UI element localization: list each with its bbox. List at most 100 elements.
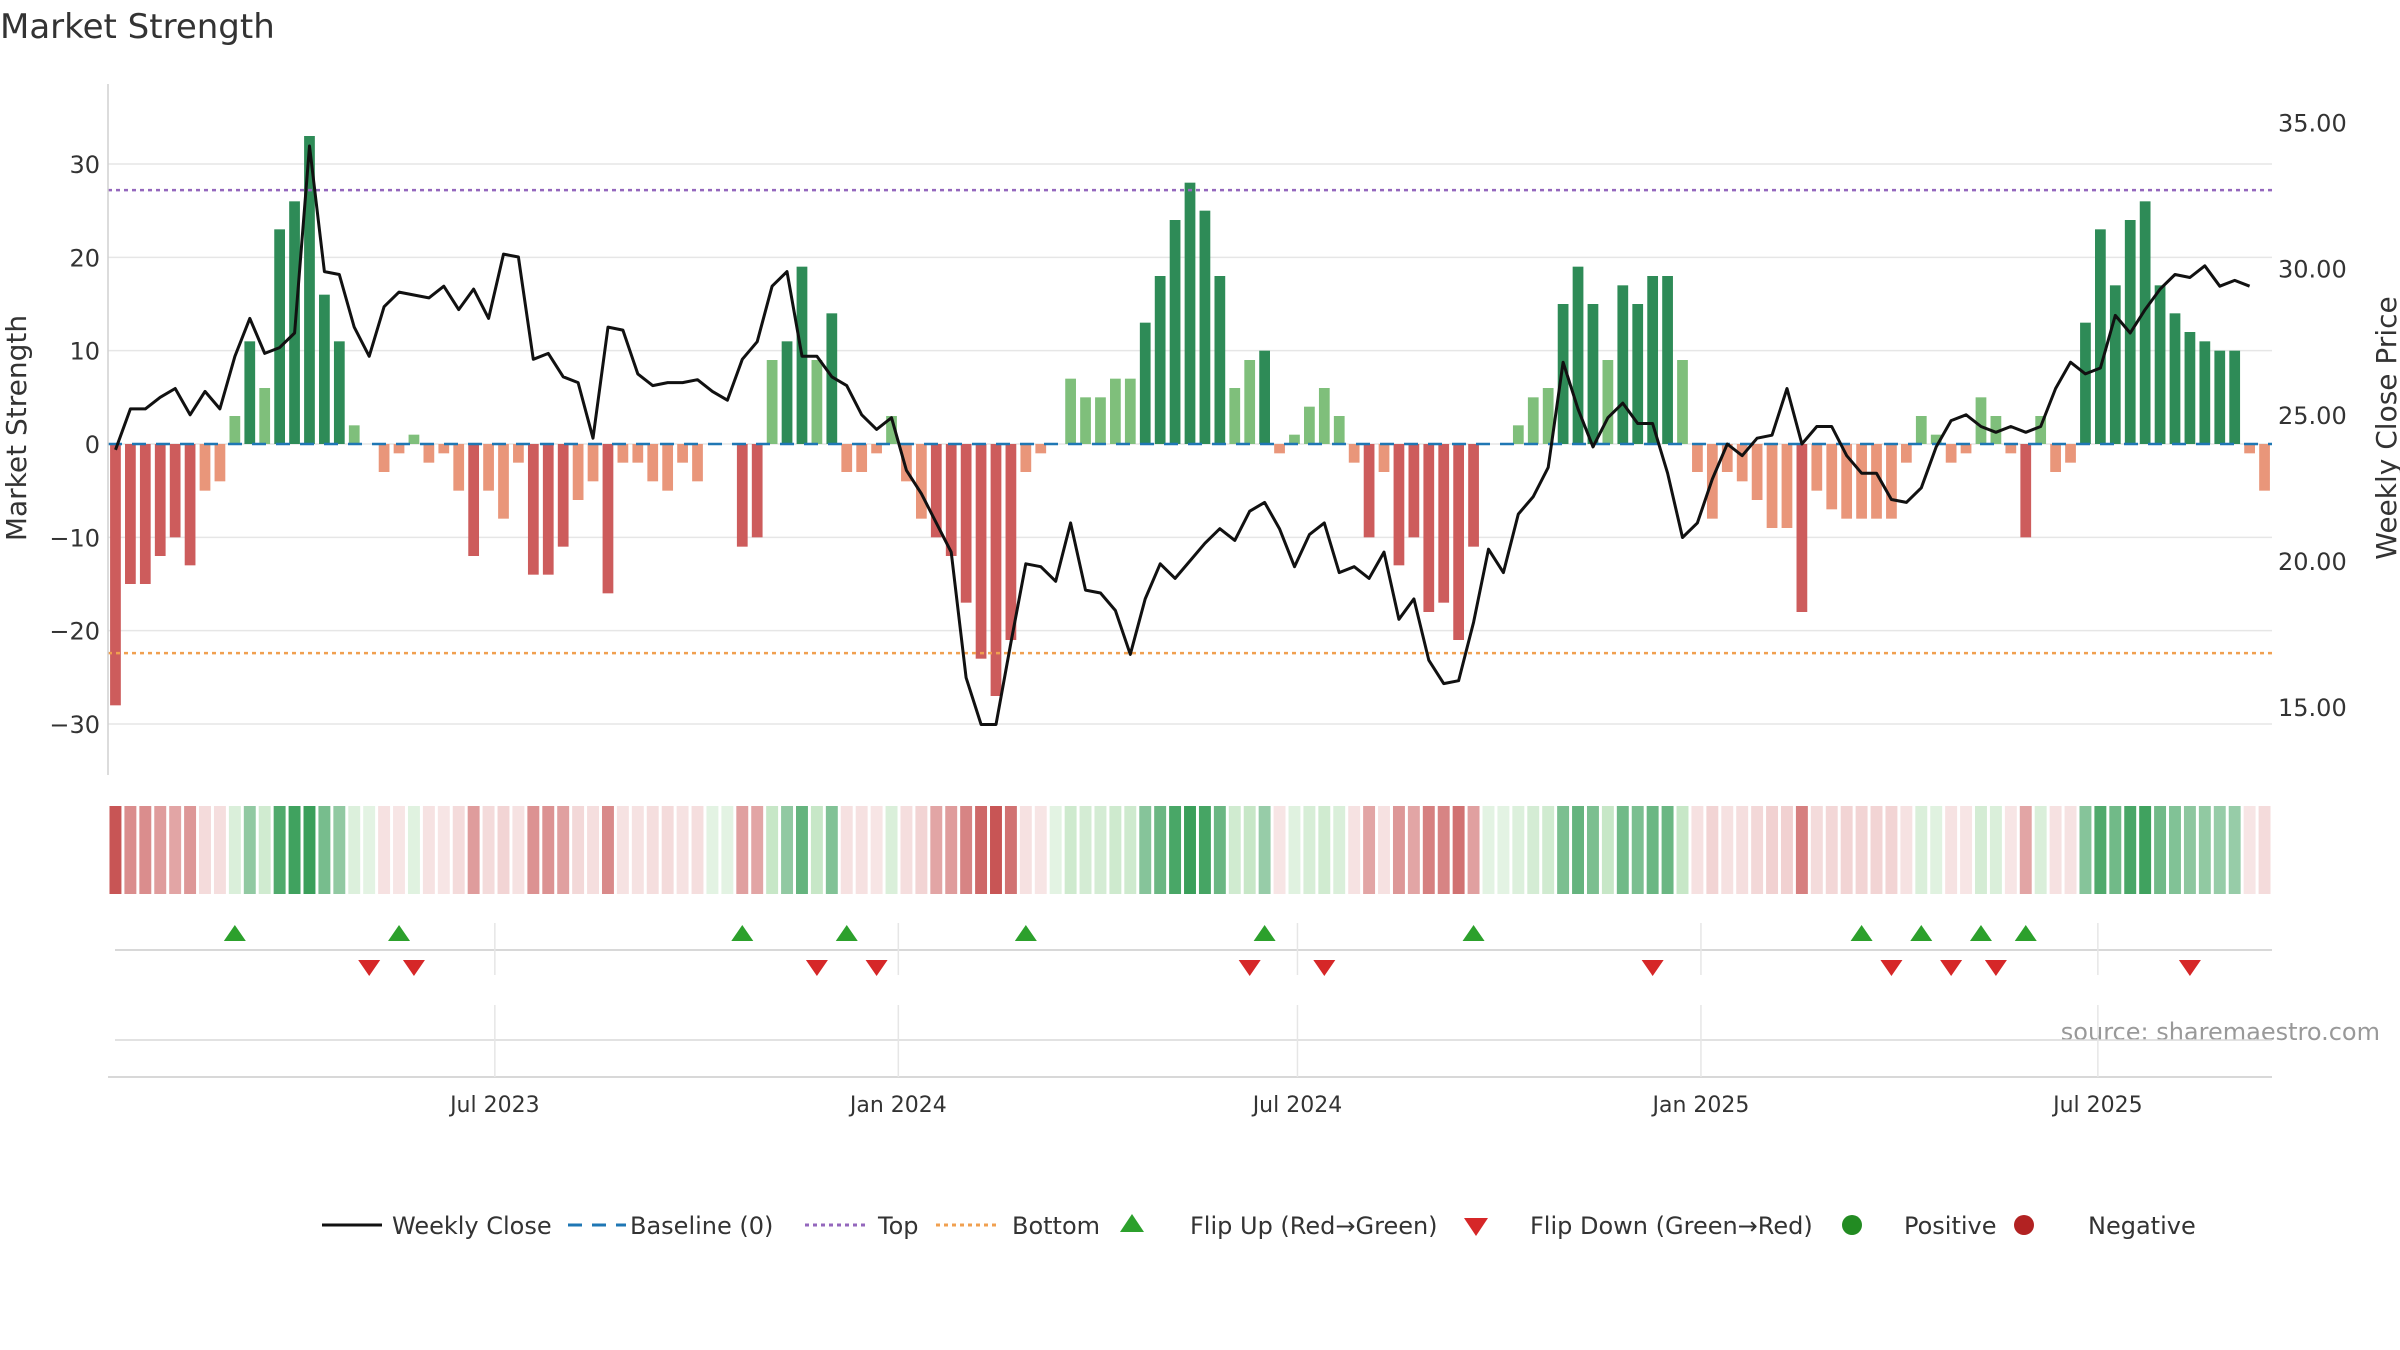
strength-bar	[1527, 397, 1539, 444]
strength-strip-cell	[990, 806, 1002, 894]
strength-strip-cell	[1198, 806, 1211, 894]
strength-heat-strip	[109, 806, 2271, 894]
flip-up-triangle	[388, 925, 411, 941]
strength-strip-cell	[930, 806, 943, 894]
strength-bar	[602, 444, 614, 594]
chart-legend: Weekly Close Baseline (0) Top Bottom Flip Up…	[322, 1212, 2196, 1240]
strength-bar	[1915, 416, 1927, 444]
strength-strip-cell	[900, 806, 913, 894]
strength-strip-cell	[587, 806, 600, 894]
strength-strip-cell	[542, 806, 555, 894]
strength-strip-cell	[1930, 806, 1943, 894]
strength-bar	[333, 341, 345, 444]
strength-strip-cell	[1303, 806, 1316, 894]
flip-down-triangle	[1238, 960, 1261, 976]
strength-strip-cell	[2183, 806, 2196, 894]
strength-bar	[1512, 425, 1524, 444]
strength-strip-cell	[2169, 806, 2181, 894]
strength-strip-cell	[303, 806, 316, 894]
strength-strip-cell	[333, 806, 346, 894]
strength-strip-cell	[1273, 806, 1286, 894]
strength-strip-cell	[228, 806, 241, 894]
flip-down-triangle	[1641, 960, 1664, 976]
strength-bar	[856, 444, 868, 472]
flip-down-triangle	[1880, 960, 1903, 976]
strength-strip-cell	[1258, 806, 1271, 894]
strength-strip-cell	[1124, 806, 1137, 894]
strength-bar	[1199, 210, 1211, 444]
strength-bar	[1736, 444, 1748, 482]
legend-item: Flip Down (Green→Red)	[1464, 1212, 1813, 1240]
legend-label: Weekly Close	[392, 1212, 552, 1240]
flip-down-triangle	[1313, 960, 1336, 976]
strength-strip-cell	[184, 806, 197, 894]
strength-bar	[1856, 444, 1867, 519]
strength-strip-cell	[1378, 806, 1390, 894]
strength-strip-cell	[2198, 806, 2211, 894]
strength-strip-cell	[199, 806, 211, 894]
y2-tick-label: 30.00	[2278, 256, 2347, 284]
strength-bar	[886, 416, 897, 444]
strength-bar	[1035, 444, 1047, 454]
legend-item: Bottom	[936, 1212, 1100, 1240]
strength-strip-cell	[1079, 806, 1092, 894]
strength-strip-cell	[1333, 806, 1346, 894]
strength-bar	[453, 444, 465, 491]
strength-strip-cell	[1064, 806, 1077, 894]
strength-strip-cell	[1945, 806, 1958, 894]
strength-strip-cell	[1721, 806, 1734, 894]
strength-bar	[1751, 444, 1763, 500]
strength-bar	[1841, 444, 1853, 519]
strength-bar	[1453, 444, 1465, 640]
strength-strip-cell	[2079, 806, 2092, 894]
strength-strip-cell	[796, 806, 808, 894]
strength-bar	[229, 416, 241, 444]
flip-down-triangle	[865, 960, 888, 976]
flip-up-triangle	[835, 925, 858, 941]
strength-strip-cell	[1975, 806, 1987, 894]
strength-strip-cell	[1467, 806, 1480, 894]
y2-axis-label: Weekly Close Price	[2370, 296, 2400, 559]
strength-strip-cell	[407, 806, 420, 894]
flip-up-triangle	[1253, 925, 1276, 941]
strength-strip-cell	[124, 806, 137, 894]
strength-bar	[154, 444, 166, 556]
strength-bar	[2259, 444, 2270, 491]
strength-bar	[1811, 444, 1823, 491]
strength-bar	[199, 444, 211, 491]
strength-strip-cell	[1810, 806, 1823, 894]
legend-item: Negative	[2014, 1212, 2196, 1240]
strength-bar	[1005, 444, 1017, 640]
strength-strip-cell	[1363, 806, 1376, 894]
y-axis-label: Market Strength	[0, 315, 33, 541]
strength-strip-cell	[2019, 806, 2032, 894]
strength-strip-cell	[631, 806, 644, 894]
legend-label: Flip Up (Red→Green)	[1190, 1212, 1438, 1240]
strength-bar	[1572, 266, 1584, 444]
strength-bar	[2154, 285, 2166, 444]
strength-strip-cell	[422, 806, 435, 894]
strength-strip-cell	[572, 806, 585, 894]
legend-item: Positive	[1842, 1212, 1997, 1240]
strength-strip-cell	[1512, 806, 1525, 894]
strength-strip-cell	[2109, 806, 2122, 894]
legend-item: Weekly Close	[322, 1212, 552, 1240]
strength-strip-cell	[557, 806, 570, 894]
strength-strip-cell	[781, 806, 794, 894]
strength-bar	[1229, 388, 1241, 444]
strength-bar	[348, 425, 360, 444]
strength-bar	[1378, 444, 1390, 472]
strength-bar	[1124, 378, 1136, 444]
strength-bar	[1692, 444, 1703, 472]
strength-strip-cell	[1586, 806, 1599, 894]
strength-strip-cell	[1243, 806, 1256, 894]
strength-bar	[871, 444, 882, 454]
strength-bar	[975, 444, 987, 659]
strength-strip-cell	[825, 806, 838, 894]
strength-strip-cell	[1422, 806, 1435, 894]
y2-tick-label: 20.00	[2278, 548, 2347, 576]
strength-bar	[2244, 444, 2255, 454]
strength-bar	[1408, 444, 1420, 538]
strength-strip-cell	[2243, 806, 2256, 894]
strength-bar	[1468, 444, 1479, 547]
